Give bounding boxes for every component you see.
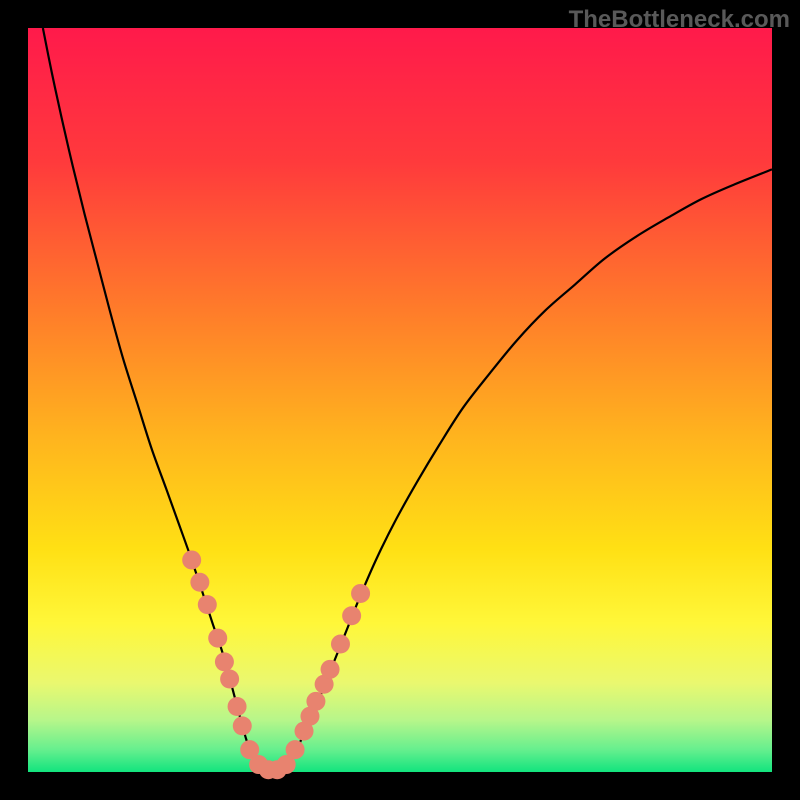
data-marker [228,697,247,716]
data-marker [342,606,361,625]
data-marker [208,629,227,648]
data-marker [351,584,370,603]
data-marker [233,716,252,735]
stage: TheBottleneck.com [0,0,800,800]
data-marker [331,635,350,654]
data-marker [306,692,325,711]
data-marker [182,550,201,569]
data-marker [198,595,217,614]
markers-layer [0,0,800,800]
data-marker [215,652,234,671]
watermark-text: TheBottleneck.com [569,6,790,34]
data-marker [190,573,209,592]
data-marker [321,660,340,679]
data-marker [286,740,305,759]
data-marker [220,670,239,689]
